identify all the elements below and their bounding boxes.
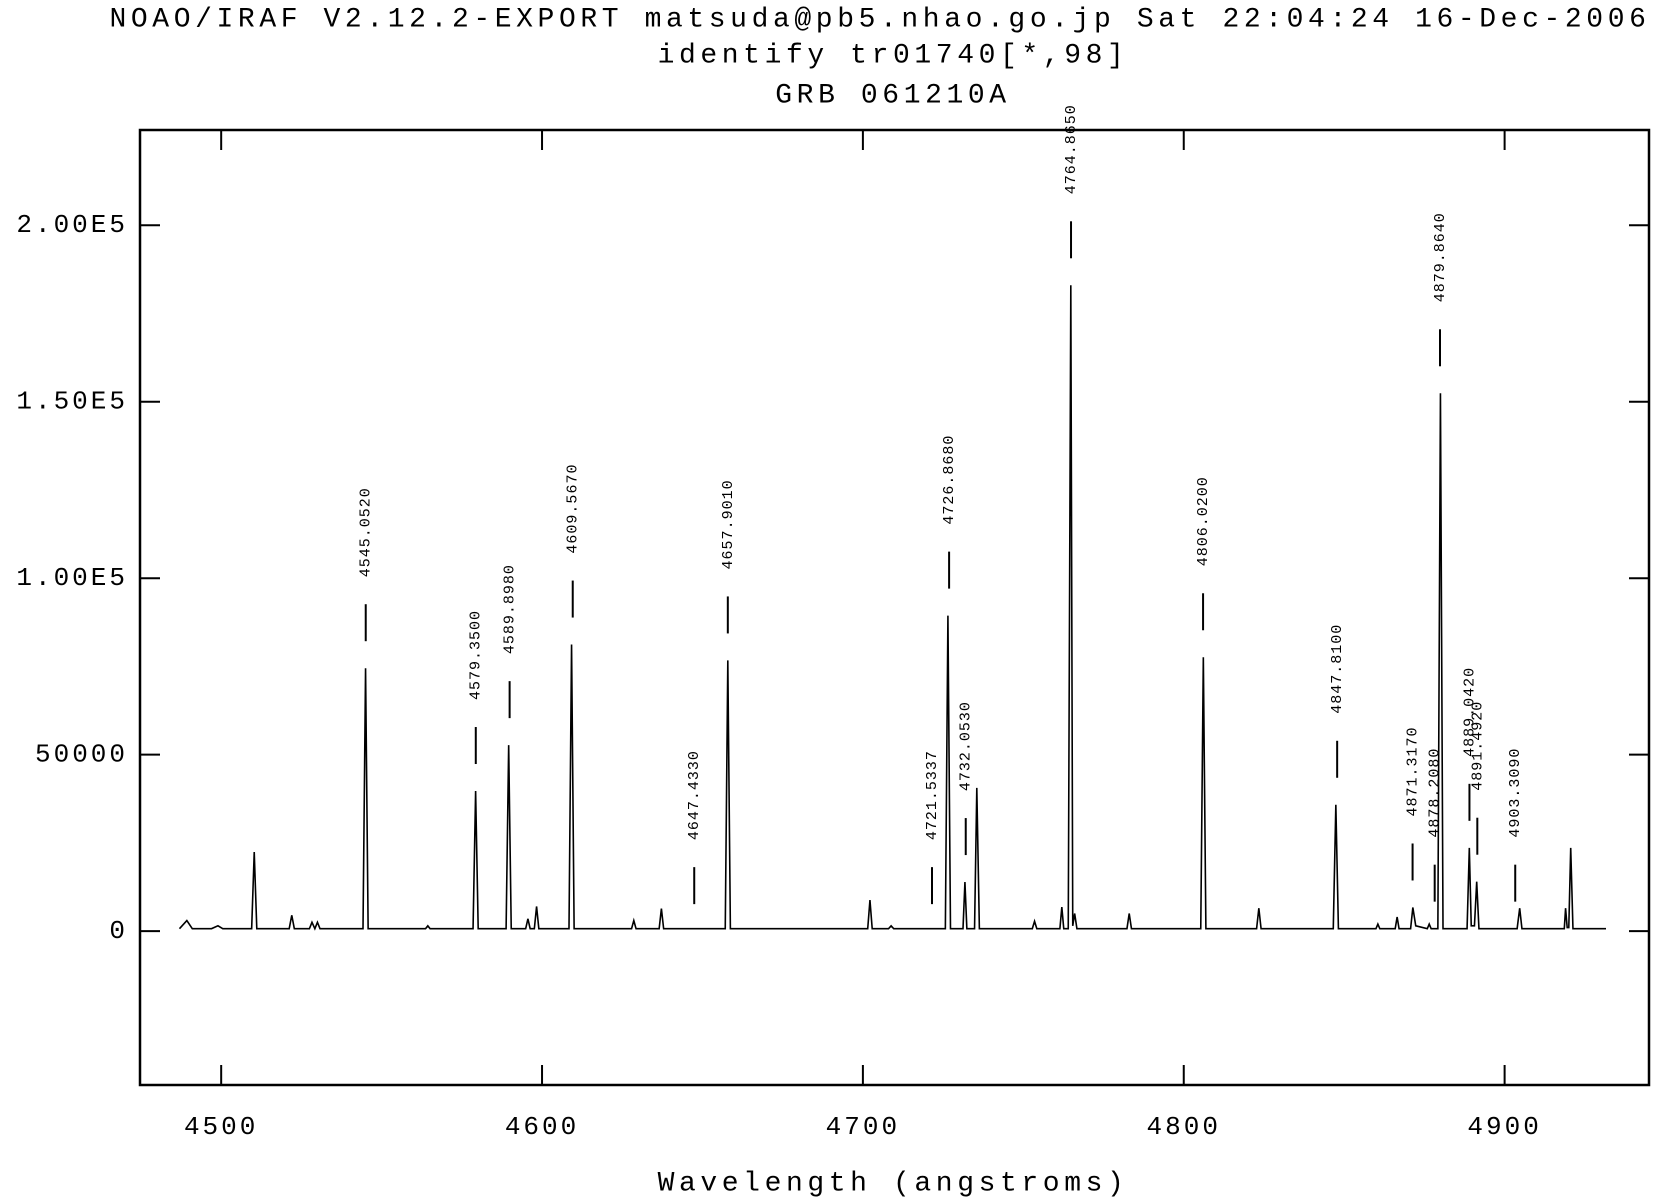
line-id-label: 4657.9010 <box>720 479 737 569</box>
line-id-label: 4871.3170 <box>1405 726 1422 816</box>
line-id-label: 4589.8980 <box>502 564 519 654</box>
title-line: NOAO/IRAF V2.12.2-EXPORT matsuda@pb5.nha… <box>110 4 1651 35</box>
line-id-label: 4764.8650 <box>1063 104 1080 194</box>
y-tick-label: 1.50E5 <box>16 387 128 417</box>
line-id-label: 4847.8100 <box>1329 624 1346 714</box>
line-id-label: 4879.8640 <box>1432 212 1449 302</box>
line-id-label: 4732.0530 <box>958 701 975 791</box>
line-id-label: 4878.2080 <box>1427 748 1444 838</box>
line-id-label: 4806.0200 <box>1195 476 1212 566</box>
line-id-label: 4721.5337 <box>924 750 941 840</box>
spectrum-line <box>178 285 1606 931</box>
line-id-label: 4726.8680 <box>941 435 958 525</box>
x-tick-label: 4900 <box>1467 1112 1541 1142</box>
x-tick-label: 4700 <box>826 1112 900 1142</box>
y-tick-label: 0 <box>109 916 128 946</box>
line-id-label: 4579.3500 <box>468 610 485 700</box>
line-id-label: 4903.3090 <box>1507 748 1524 838</box>
y-tick-label: 2.00E5 <box>16 210 128 240</box>
line-id-label: 4891.4920 <box>1469 701 1486 791</box>
line-id-label: 4609.5670 <box>565 464 582 554</box>
x-tick-label: 4600 <box>505 1112 579 1142</box>
line-id-label: 4889.0420 <box>1461 667 1478 757</box>
line-id-label: 4647.4330 <box>686 750 703 840</box>
plot-frame <box>138 128 1651 1087</box>
x-tick-label: 4500 <box>184 1112 258 1142</box>
line-id-label: 4545.0520 <box>358 487 375 577</box>
x-tick-label: 4800 <box>1147 1112 1221 1142</box>
y-tick-label: 50000 <box>35 740 128 770</box>
title-line: identify tr01740[*,98] <box>658 40 1129 71</box>
title-line: GRB 061210A <box>775 80 1010 111</box>
x-axis-label: Wavelength (angstroms) <box>658 1168 1129 1199</box>
y-tick-label: 1.00E5 <box>16 563 128 593</box>
